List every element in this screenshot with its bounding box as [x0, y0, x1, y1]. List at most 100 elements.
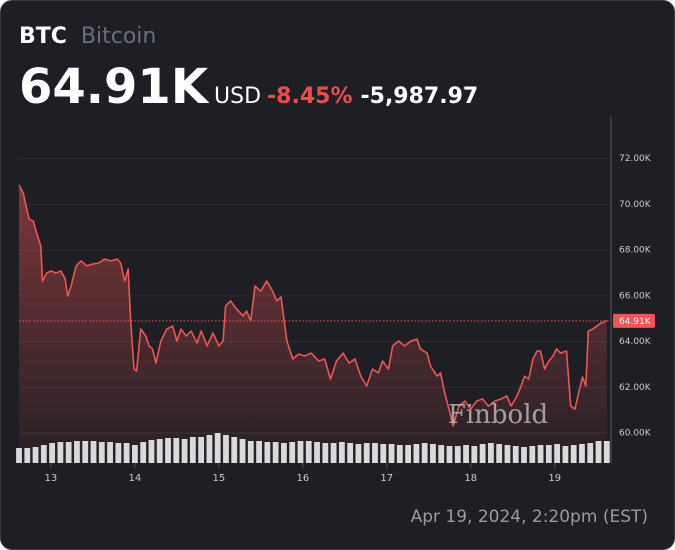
last-price-box [613, 313, 655, 328]
volume-bar [65, 442, 72, 463]
volume-bar [338, 442, 345, 463]
volume-bar [496, 444, 503, 463]
volume-bar [90, 441, 97, 463]
volume-bar [214, 433, 221, 463]
volume-bar [430, 444, 436, 463]
volume-bar [156, 439, 163, 463]
volume-bar [330, 443, 337, 463]
watermark: Finbold [448, 400, 548, 430]
volume-bar [521, 447, 527, 463]
volume-bar [570, 445, 577, 463]
price-row: 64.91K USD -8.45% -5,987.97 [19, 61, 478, 113]
last-price-label: 64.91K [619, 317, 652, 327]
volume-bar [421, 443, 428, 463]
volume-bar [165, 438, 171, 463]
y-tick-label: 66.00K [619, 291, 652, 301]
volume-bar [123, 443, 130, 463]
x-tick-label: 18 [464, 473, 477, 484]
x-tick-label: 19 [548, 473, 561, 484]
volume-bar [289, 442, 296, 463]
volume-bar [471, 446, 478, 463]
volume-bar [388, 444, 395, 463]
change-percent: -8.45% [267, 84, 353, 109]
volume-bar [256, 441, 262, 463]
volume-bar [49, 443, 56, 463]
volume-bar [132, 445, 138, 463]
volume-bar [454, 446, 461, 463]
x-tick-label: 13 [45, 473, 58, 484]
volume-bar [537, 445, 544, 463]
volume-bar [57, 442, 64, 463]
area-fill [19, 185, 607, 464]
volume-bar [272, 442, 279, 463]
volume-bar [529, 446, 536, 463]
volume-bar [554, 444, 561, 463]
x-tick-label: 17 [380, 473, 393, 484]
volume-bar [206, 435, 213, 463]
y-tick-label: 62.00K [619, 383, 652, 393]
volume-bar [438, 445, 445, 463]
x-tick-label: 14 [129, 473, 142, 484]
volume-bar [16, 448, 22, 463]
volume-bar [587, 443, 594, 463]
volume-bar [314, 442, 320, 463]
volume-bar [380, 444, 387, 463]
change: -5,987.97 [360, 84, 479, 109]
y-tick-label: 72.00K [619, 154, 652, 164]
volume-bar [363, 443, 370, 463]
volume-bar [562, 446, 569, 463]
volume-bar [198, 437, 205, 463]
volume-bar [463, 445, 469, 463]
volume-bar [347, 443, 354, 463]
volume-bar [148, 440, 155, 463]
timestamp: Apr 19, 2024, 2:20pm (EST) [410, 507, 648, 527]
volume-bar [223, 435, 229, 463]
volume-bar [545, 445, 552, 463]
y-tick-label: 60.00K [619, 429, 652, 439]
price: 64.91K [19, 59, 209, 115]
y-tick-label: 70.00K [619, 200, 652, 210]
volume-bar [189, 437, 196, 463]
volume-bar [40, 445, 47, 463]
title-row: BTC Bitcoin [19, 23, 156, 51]
volume-bar [579, 444, 585, 463]
asset-name: Bitcoin [80, 24, 157, 49]
volume-bar [239, 439, 246, 463]
price-line [18, 184, 608, 427]
x-tick-label: 15 [212, 473, 225, 484]
volume-bar [140, 442, 147, 463]
volume-bar [595, 441, 602, 463]
volume-bar [297, 441, 304, 463]
volume-bar [115, 443, 122, 463]
volume-bar [512, 446, 519, 463]
currency: USD [214, 84, 262, 109]
y-tick-label: 68.00K [619, 246, 652, 256]
volume-bar [487, 443, 494, 463]
y-tick-label: 64.00K [619, 337, 652, 347]
volume-bar [231, 437, 238, 463]
volume-bar [107, 442, 113, 463]
volume-bar [603, 441, 610, 463]
volume-bar [74, 441, 80, 463]
volume-bar [413, 444, 420, 463]
volume-bar [32, 447, 39, 463]
volume-bar [372, 443, 378, 463]
symbol: BTC [19, 24, 67, 49]
volume-bar [247, 441, 254, 463]
volume-bar [173, 438, 180, 463]
volume-bar [446, 446, 453, 463]
volume-bar [305, 441, 312, 463]
volume-bar [479, 444, 486, 463]
volume-bar [181, 439, 188, 463]
volume-bar [396, 445, 403, 463]
volume-bar [405, 445, 412, 463]
volume-bar [98, 442, 105, 463]
volume-bar [355, 444, 362, 463]
volume-bar [322, 443, 329, 463]
volume-bar [281, 443, 287, 463]
volume-bar [82, 441, 89, 463]
x-tick-label: 16 [296, 473, 309, 484]
volume-bar [24, 448, 31, 463]
